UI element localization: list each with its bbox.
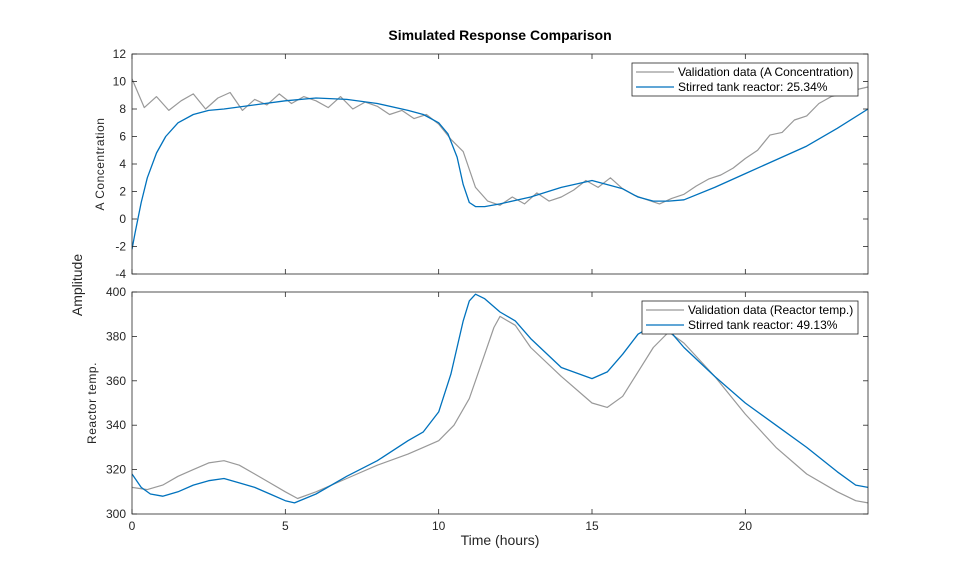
y-tick-label: 400 xyxy=(106,285,126,299)
y-tick-label: -4 xyxy=(115,267,126,281)
legend-entry: Stirred tank reactor: 25.34% xyxy=(678,80,828,94)
y-tick-label: 12 xyxy=(113,47,127,61)
top-axes: -4 -2 0 2 4 6 8 10 12 Validation data (A Concentr… xyxy=(113,47,869,281)
bottom-y-axis-label: Reactor temp. xyxy=(85,362,99,444)
legend-entry: Validation data (A Concentration) xyxy=(678,65,853,79)
shared-y-axis-label: Amplitude xyxy=(69,254,85,316)
y-tick-label: 8 xyxy=(119,102,126,116)
x-tick-label: 15 xyxy=(585,519,599,533)
x-tick-label: 0 xyxy=(129,519,136,533)
x-tick-label: 10 xyxy=(432,519,446,533)
chart-title: Simulated Response Comparison xyxy=(388,27,611,43)
x-tick-label: 20 xyxy=(739,519,753,533)
y-tick-label: 320 xyxy=(106,463,126,477)
bottom-axes: 0 5 10 15 20 300 320 340 360 380 400 Validation dat… xyxy=(106,285,869,533)
y-tick-label: 2 xyxy=(119,185,126,199)
x-tick-label: 5 xyxy=(282,519,289,533)
legend-box xyxy=(631,62,859,97)
legend: Validation data (Reactor temp.)Stirred t… xyxy=(641,300,859,335)
y-tick-label: 360 xyxy=(106,374,126,388)
series-line-model xyxy=(132,293,868,504)
y-tick-label: 0 xyxy=(119,212,126,226)
legend-entry: Validation data (Reactor temp.) xyxy=(688,303,853,317)
y-tick-label: 300 xyxy=(106,507,126,521)
series-line-validation xyxy=(132,78,868,206)
x-axis-label: Time (hours) xyxy=(461,532,540,548)
legend-box xyxy=(641,300,859,335)
axes-box xyxy=(131,291,869,515)
y-tick-label: 6 xyxy=(119,130,126,144)
y-tick-label: 4 xyxy=(119,157,126,171)
y-tick-label: 380 xyxy=(106,329,126,343)
legend-entry: Stirred tank reactor: 49.13% xyxy=(688,318,838,332)
legend: Validation data (A Concentration)Stirred… xyxy=(631,62,859,97)
top-y-axis-label: A Concentration xyxy=(93,118,107,211)
y-tick-label: -2 xyxy=(115,240,126,254)
y-tick-label: 10 xyxy=(113,75,127,89)
y-tick-label: 340 xyxy=(106,418,126,432)
series-line-validation xyxy=(132,315,868,504)
series-line-model xyxy=(132,97,868,250)
